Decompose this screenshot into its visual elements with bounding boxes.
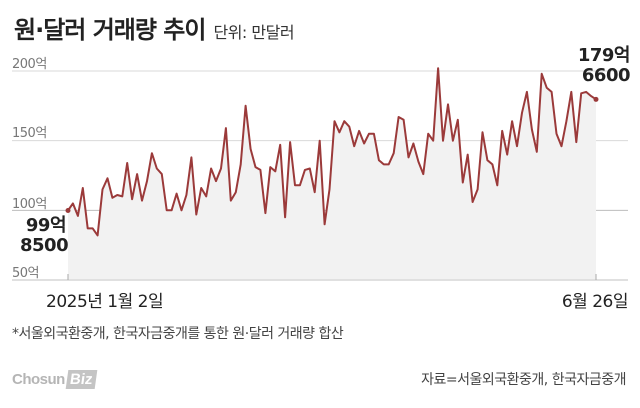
chosunbiz-logo: Chosun Biz bbox=[12, 366, 97, 392]
start-value-line1: 99억 bbox=[25, 215, 67, 236]
y-tick-200: 200억 bbox=[12, 57, 47, 72]
x-start-label: 2025년 1월 2일 bbox=[46, 292, 164, 312]
logo-text: Chosun bbox=[12, 370, 65, 388]
area-fill bbox=[68, 68, 596, 280]
y-tick-150: 150억 bbox=[12, 126, 47, 141]
footnote: *서울외국환중개, 한국자금중개를 통한 원·달러 거래량 합산 bbox=[12, 326, 344, 342]
data-line bbox=[67, 67, 597, 237]
chart-header: 원·달러 거래량 추이 단위: 만달러 bbox=[14, 10, 295, 46]
source-credit: 자료=서울외국환중개, 한국자금중개 bbox=[421, 372, 626, 388]
y-tick-100: 100억 bbox=[12, 197, 47, 212]
end-value-callout: 179억 6600 bbox=[574, 45, 631, 86]
end-value-line1: 179억 bbox=[577, 45, 631, 66]
end-point-marker bbox=[593, 96, 599, 102]
x-end-label: 6월 26일 bbox=[561, 292, 629, 312]
chart-title: 원·달러 거래량 추이 bbox=[14, 16, 206, 44]
start-point-marker bbox=[65, 208, 71, 214]
logo-badge: Biz bbox=[65, 369, 97, 389]
start-value-callout: 99억 8500 bbox=[20, 215, 69, 256]
y-tick-50: 50억 bbox=[12, 266, 40, 281]
start-value-line2: 8500 bbox=[20, 235, 69, 256]
unit-label: 단위: 만달러 bbox=[213, 23, 295, 42]
end-value-line2: 6600 bbox=[581, 65, 631, 86]
